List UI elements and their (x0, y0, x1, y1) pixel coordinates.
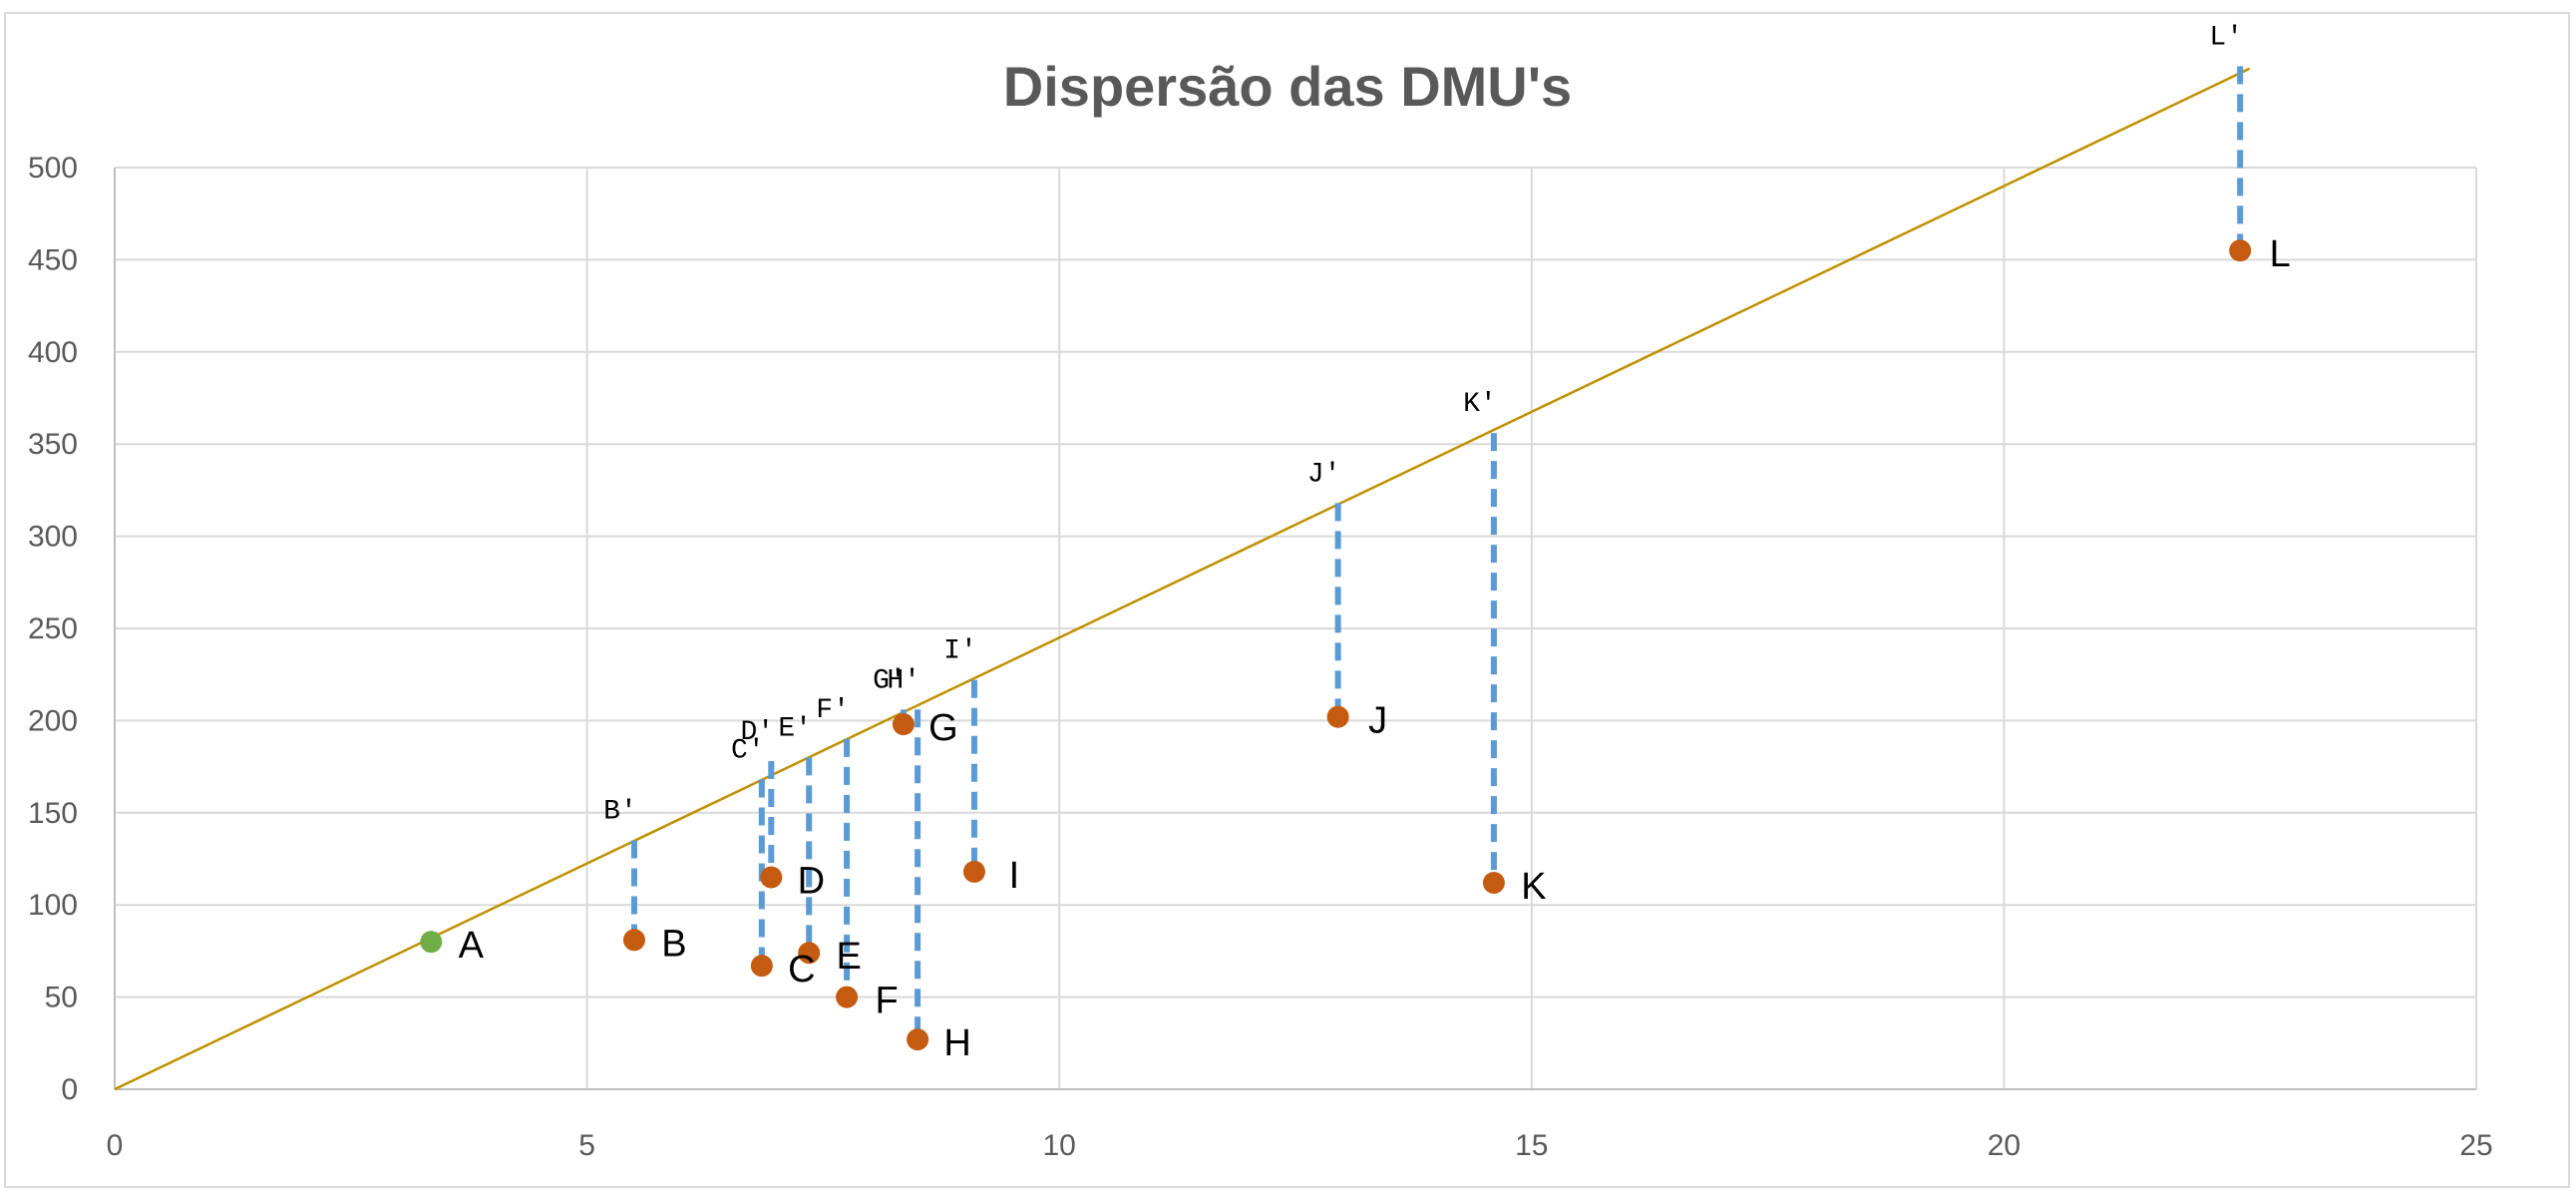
data-point (798, 942, 821, 965)
point-label: L (2270, 233, 2291, 275)
x-tick-label: 25 (2459, 1129, 2492, 1162)
y-tick-label: 50 (45, 982, 78, 1014)
point-label: B (661, 923, 686, 965)
point-label: J (1368, 700, 1387, 742)
data-point (2229, 239, 2252, 262)
y-tick-label: 0 (61, 1073, 78, 1106)
point-label: A (459, 925, 485, 967)
y-tick-label: 300 (28, 521, 78, 554)
axes: 0 50 100 150 200 250 300 350 400 450 500 0 5 10 15 20 25 (28, 152, 2493, 1162)
point-label: F (875, 981, 898, 1022)
point-label: D (798, 860, 825, 902)
x-tick-label: 0 (107, 1129, 124, 1162)
x-tick-label: 15 (1515, 1129, 1548, 1162)
y-tick-label: 200 (28, 704, 78, 737)
data-points (420, 239, 2252, 1051)
projection-label: H' (887, 665, 920, 696)
projection-label: D' (740, 717, 774, 748)
projection-label: B' (603, 797, 637, 828)
y-tick-label: 400 (28, 336, 78, 369)
y-tick-label: 100 (28, 889, 78, 922)
projection-label: F' (816, 695, 850, 726)
point-label: I (1009, 855, 1020, 897)
y-tick-label: 150 (28, 797, 78, 830)
x-tick-label: 20 (1988, 1129, 2021, 1162)
point-label: C (788, 949, 815, 991)
y-tick-label: 450 (28, 243, 78, 276)
y-tick-label: 350 (28, 428, 78, 461)
chart-title: Dispersão das DMU's (1003, 55, 1572, 118)
projection-label: K' (1463, 389, 1497, 420)
projection-label: G' (873, 665, 907, 696)
data-point (1326, 705, 1349, 728)
y-tick-label: 250 (28, 612, 78, 645)
x-tick-label: 10 (1043, 1129, 1076, 1162)
projection-label: L' (2209, 22, 2243, 53)
efficiency-frontier (114, 67, 2251, 1091)
data-point (622, 929, 645, 952)
grid-lines (115, 167, 2477, 1089)
chart-area (4, 12, 2570, 1188)
data-point (750, 955, 773, 978)
frontier-line (114, 67, 2251, 1091)
point-label: E (837, 936, 862, 978)
projection-label: C' (731, 736, 765, 767)
data-point (907, 1028, 929, 1051)
data-point (1482, 872, 1505, 895)
y-tick-label: 500 (28, 152, 78, 185)
data-point (892, 713, 915, 736)
point-label: H (943, 1022, 970, 1064)
projection-label: J' (1307, 459, 1341, 490)
projection-label: I' (943, 636, 977, 667)
point-label: K (1521, 866, 1546, 908)
x-tick-label: 5 (578, 1129, 595, 1162)
point-label: G (928, 707, 958, 749)
projection-label: E' (778, 713, 812, 744)
data-point (420, 931, 443, 954)
projection-lines (630, 66, 2244, 1040)
data-point (962, 860, 985, 883)
point-labels: A B' B C' C D' D E' E F' F G' G H' H I' I J' J K' K L' L (459, 22, 2291, 1064)
data-point (836, 986, 859, 1008)
data-point (760, 866, 783, 889)
